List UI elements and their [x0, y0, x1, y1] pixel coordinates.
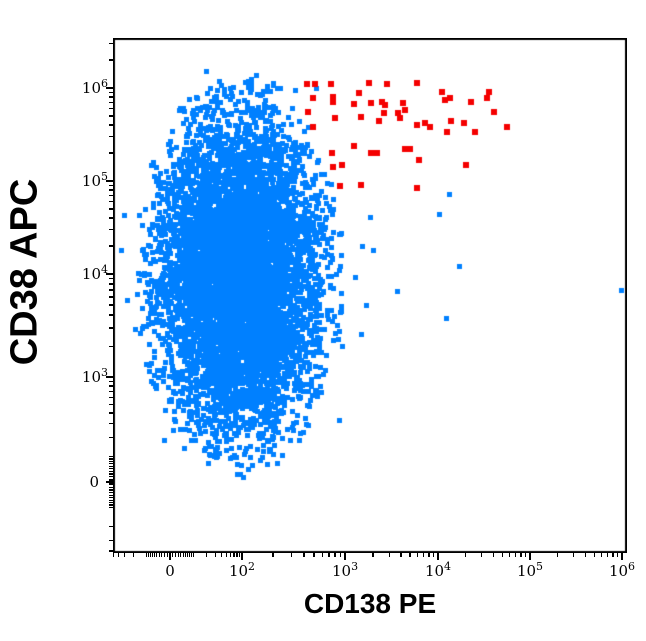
x-axis-minor-tick	[520, 553, 522, 557]
x-axis-minor-tick	[184, 553, 187, 557]
x-axis-minor-tick	[182, 553, 184, 557]
x-axis-minor-tick	[465, 553, 467, 557]
x-axis-minor-tick	[221, 553, 223, 557]
x-axis-minor-tick	[191, 553, 193, 557]
x-axis-minor-tick	[428, 553, 430, 557]
y-axis-tick-label: 106	[81, 77, 108, 97]
x-axis-minor-tick	[272, 553, 274, 557]
y-axis-tick-label: 105	[81, 170, 108, 190]
x-axis-minor-tick	[187, 553, 189, 557]
y-axis-major-tick	[106, 480, 113, 483]
x-axis-minor-tick	[593, 553, 595, 557]
x-axis-major-tick	[621, 553, 623, 560]
x-axis-minor-tick	[174, 553, 177, 557]
scatter-plot-canvas	[113, 38, 627, 553]
x-axis-minor-tick	[123, 553, 126, 557]
x-axis-minor-tick	[180, 553, 182, 557]
x-axis-minor-tick	[601, 553, 603, 557]
x-axis-tick-label: 106	[608, 560, 636, 580]
x-axis-minor-tick	[192, 553, 194, 557]
x-axis-minor-tick	[166, 553, 168, 557]
x-axis-minor-tick	[501, 553, 503, 557]
x-axis-tick-label: 102	[228, 560, 256, 580]
x-axis-minor-tick	[409, 553, 411, 557]
x-axis-minor-tick	[177, 553, 179, 557]
x-axis-minor-tick	[525, 553, 527, 557]
x-axis-minor-tick	[388, 553, 390, 557]
y-axis-major-tick	[106, 87, 113, 89]
x-axis-minor-tick	[156, 553, 158, 557]
x-axis-major-tick	[344, 553, 347, 560]
x-axis-minor-tick	[153, 553, 156, 557]
x-axis-minor-tick	[149, 553, 151, 557]
x-axis-minor-tick	[313, 553, 315, 557]
x-axis-minor-tick	[584, 553, 586, 557]
x-axis-tick-label: 0	[165, 562, 175, 580]
x-axis-major-tick	[529, 553, 531, 560]
x-axis-minor-tick	[339, 553, 341, 557]
x-axis-minor-tick	[492, 553, 494, 557]
x-axis-minor-tick	[172, 553, 174, 557]
x-axis-major-tick	[437, 553, 439, 560]
x-axis-minor-tick	[230, 553, 232, 557]
x-axis-tick-label: 105	[516, 560, 544, 580]
x-axis-title: CD138 PE	[303, 588, 437, 619]
x-axis-minor-tick	[617, 553, 619, 557]
y-axis-major-tick	[106, 376, 113, 379]
x-axis-minor-tick	[147, 553, 149, 557]
x-axis-major-tick	[169, 553, 171, 560]
x-axis-minor-tick	[508, 553, 511, 557]
x-axis-tick-label: 104	[424, 560, 452, 580]
x-axis-minor-tick	[151, 553, 153, 557]
x-axis-minor-tick	[334, 553, 336, 557]
x-axis-minor-tick	[158, 553, 160, 557]
x-axis-minor-tick	[214, 553, 217, 557]
x-axis-minor-tick	[607, 553, 609, 557]
x-axis-minor-tick	[303, 553, 305, 557]
x-axis-minor-tick	[481, 553, 483, 557]
y-axis-tick-label: 104	[81, 263, 108, 284]
x-axis-minor-tick	[239, 553, 241, 557]
x-axis-minor-tick	[163, 553, 166, 557]
x-axis-minor-tick	[328, 553, 330, 557]
x-axis-minor-tick	[321, 553, 323, 557]
x-axis-minor-tick	[226, 553, 228, 557]
x-axis-minor-tick	[515, 553, 517, 557]
x-axis-minor-tick	[132, 553, 134, 557]
x-axis-minor-tick	[206, 553, 208, 557]
x-axis-minor-tick	[433, 553, 435, 557]
x-axis-minor-tick	[233, 553, 235, 557]
x-axis-minor-tick	[557, 553, 559, 557]
x-axis-minor-tick	[372, 553, 374, 557]
x-axis-minor-tick	[112, 553, 114, 557]
x-axis-minor-tick	[612, 553, 614, 557]
x-axis-tick-label: 103	[331, 560, 359, 580]
x-axis-minor-tick	[236, 553, 238, 557]
y-axis-tick-label: 103	[81, 366, 108, 387]
y-axis-tick-label: 0	[89, 472, 99, 491]
y-axis-major-tick	[106, 273, 113, 276]
x-axis-minor-tick	[422, 553, 425, 557]
x-axis-minor-tick	[416, 553, 418, 557]
x-axis-minor-tick	[161, 553, 163, 557]
x-axis-minor-tick	[117, 553, 119, 557]
x-axis-major-tick	[241, 553, 243, 560]
x-axis-minor-tick	[573, 553, 575, 557]
y-axis-major-tick	[106, 180, 113, 182]
x-axis-minor-tick	[189, 553, 191, 557]
x-axis-minor-tick	[400, 553, 402, 557]
y-axis-title: CD38 APC	[3, 178, 46, 366]
x-axis-minor-tick	[145, 553, 148, 557]
x-axis-minor-tick	[290, 553, 292, 557]
